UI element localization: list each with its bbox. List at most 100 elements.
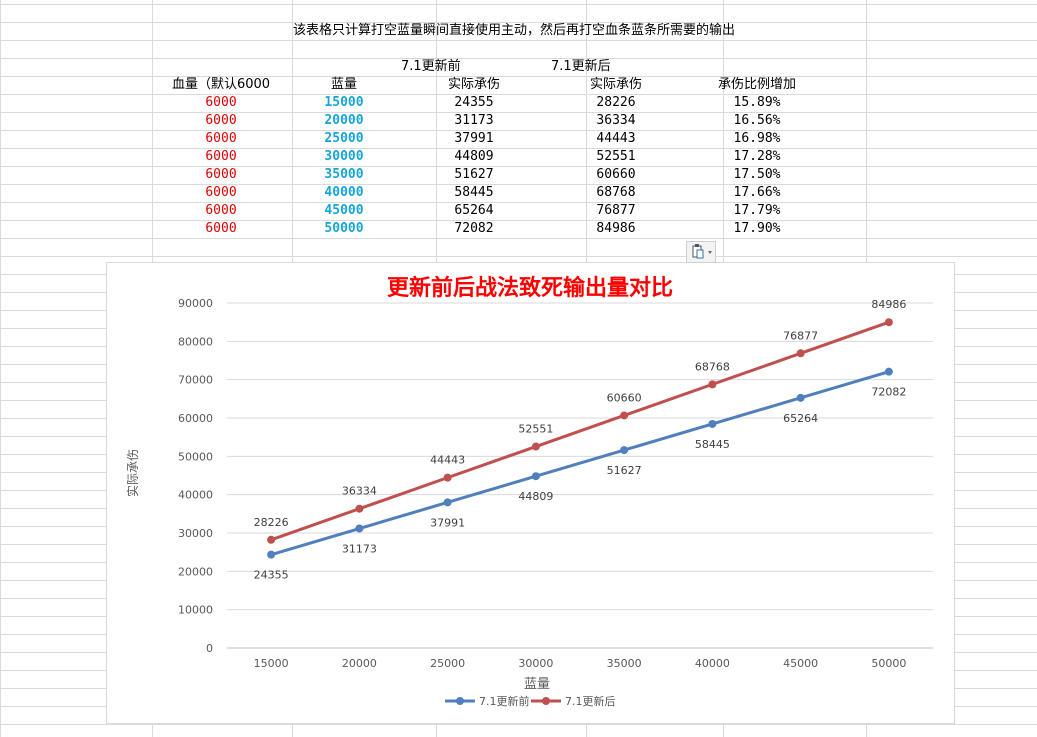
hp-cell: 6000 (205, 113, 237, 128)
header-damage-after: 实际承伤 (589, 77, 643, 92)
chart-legend: 7.1更新前 7.1更新后 (445, 694, 616, 708)
y-tick-label: 70000 (178, 374, 213, 387)
group-label-after: 7.1更新后 (551, 59, 611, 74)
data-label: 72082 (871, 386, 906, 399)
hp-cell: 6000 (205, 131, 237, 146)
data-label: 84986 (871, 298, 906, 311)
increase-cell: 17.66% (733, 185, 781, 200)
mana-cell: 50000 (324, 221, 364, 236)
damage-before-cell: 72082 (454, 221, 494, 236)
chart-title: 更新前后战法致死输出量对比 (387, 275, 673, 301)
data-label: 24355 (254, 569, 289, 582)
paste-options-icon (692, 244, 712, 259)
data-label: 44443 (430, 454, 465, 467)
increase-cell: 17.79% (733, 203, 781, 218)
hp-cell: 6000 (205, 167, 237, 182)
data-label: 52551 (518, 423, 553, 436)
damage-after-cell: 36334 (596, 113, 636, 128)
mana-cell: 30000 (324, 149, 364, 164)
data-point (531, 472, 540, 481)
data-point (531, 442, 540, 451)
data-label: 58445 (695, 438, 730, 451)
damage-after-cell: 76877 (596, 203, 636, 218)
group-label-before: 7.1更新前 (401, 59, 461, 74)
line-chart: 0 10000 20000 30000 40000 50000 60000 70000 8000… (125, 275, 933, 708)
increase-cell: 16.56% (733, 113, 781, 128)
data-label: 60660 (607, 391, 642, 404)
data-label: 36334 (342, 485, 377, 498)
data-label: 65264 (783, 412, 818, 425)
hp-cell: 6000 (205, 185, 237, 200)
header-mana: 蓝量 (330, 77, 358, 92)
legend-label: 7.1更新后 (565, 694, 616, 708)
header-increase: 承伤比例增加 (717, 77, 797, 92)
data-point (443, 498, 452, 507)
data-label: 68768 (695, 360, 730, 373)
x-tick-label: 20000 (342, 657, 377, 670)
chart-container[interactable]: 0 10000 20000 30000 40000 50000 60000 70000 8000… (106, 262, 955, 724)
series-line-1 (270, 370, 890, 557)
damage-after-cell: 44443 (596, 131, 636, 146)
mana-cell: 15000 (324, 95, 364, 110)
damage-after-cell: 84986 (596, 221, 636, 236)
y-tick-label: 40000 (178, 489, 213, 502)
damage-after-cell: 28226 (596, 95, 636, 110)
legend-label: 7.1更新前 (479, 694, 530, 708)
data-point (267, 550, 276, 559)
damage-before-cell: 31173 (454, 113, 494, 128)
paste-options-button[interactable] (686, 241, 716, 263)
legend-marker (456, 697, 464, 705)
y-tick-label: 0 (206, 642, 213, 655)
increase-cell: 17.90% (733, 221, 781, 236)
y-tick-label: 50000 (178, 450, 213, 463)
data-point (796, 393, 805, 402)
mana-cell: 35000 (324, 167, 364, 182)
damage-before-cell: 65264 (454, 203, 494, 218)
y-tick-label: 80000 (178, 335, 213, 348)
x-axis-title: 蓝量 (524, 677, 550, 692)
damage-before-cell: 24355 (454, 95, 494, 110)
mana-cell: 20000 (324, 113, 364, 128)
header-hp: 血量（默认6000 (171, 77, 271, 92)
increase-cell: 17.28% (733, 149, 781, 164)
mana-cell: 40000 (324, 185, 364, 200)
increase-cell: 17.50% (733, 167, 781, 182)
mana-cell: 25000 (324, 131, 364, 146)
data-label: 76877 (783, 329, 818, 342)
data-point (708, 419, 717, 428)
damage-after-cell: 60660 (596, 167, 636, 182)
increase-cell: 15.89% (733, 95, 781, 110)
data-label: 28226 (254, 516, 289, 529)
legend-marker (542, 697, 550, 705)
y-tick-label: 60000 (178, 412, 213, 425)
damage-after-cell: 52551 (596, 149, 636, 164)
y-tick-label: 10000 (178, 604, 213, 617)
damage-after-cell: 68768 (596, 185, 636, 200)
damage-before-cell: 58445 (454, 185, 494, 200)
data-point (796, 349, 805, 358)
data-point (620, 446, 629, 455)
x-tick-label: 40000 (695, 657, 730, 670)
data-point (708, 380, 717, 389)
series-line-2 (270, 320, 890, 542)
y-tick-label: 90000 (178, 297, 213, 310)
data-label: 51627 (607, 464, 642, 477)
x-tick-label: 15000 (254, 657, 289, 670)
data-point (355, 504, 364, 513)
damage-before-cell: 44809 (454, 149, 494, 164)
data-label: 37991 (430, 516, 465, 529)
damage-before-cell: 37991 (454, 131, 494, 146)
hp-cell: 6000 (205, 95, 237, 110)
data-label: 44809 (518, 490, 553, 503)
data-point (884, 318, 893, 327)
header-damage-before: 实际承伤 (447, 77, 501, 92)
y-tick-label: 20000 (178, 565, 213, 578)
hp-cell: 6000 (205, 203, 237, 218)
y-tick-label: 30000 (178, 527, 213, 540)
hp-cell: 6000 (205, 221, 237, 236)
data-point (884, 367, 893, 376)
damage-before-cell: 51627 (454, 167, 494, 182)
x-tick-label: 35000 (607, 657, 642, 670)
data-point (443, 473, 452, 482)
x-tick-label: 45000 (783, 657, 818, 670)
